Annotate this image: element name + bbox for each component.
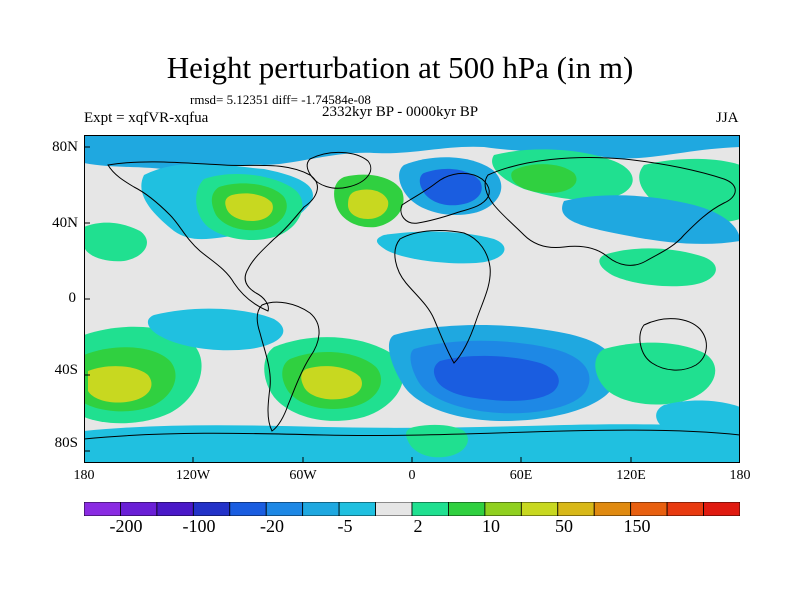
lon-label: 180 <box>73 468 95 483</box>
coast-africa <box>394 230 491 364</box>
lon-label: 180 <box>729 468 751 483</box>
axis-ticks <box>84 146 632 463</box>
colorbar-swatch <box>229 502 267 516</box>
colorbar-label: 2 <box>413 516 423 536</box>
contour-asia-negative <box>562 195 740 244</box>
lat-label: 80N <box>52 139 78 155</box>
colorbar-swatch <box>703 502 740 516</box>
colorbar-label: -20 <box>260 516 284 536</box>
coast-south-america <box>256 301 320 432</box>
page-title: Height perturbation at 500 hPa (in m) <box>166 50 634 85</box>
colorbar-swatch <box>84 502 121 516</box>
coast-australia <box>639 318 707 371</box>
contour-atlantic-core <box>348 189 389 219</box>
contour-asia-core <box>511 164 577 193</box>
experiment-label: Expt = xqfVR-xqfua <box>84 110 209 126</box>
coast-asia <box>484 157 736 266</box>
coast-antarctica <box>84 429 740 440</box>
colorbar-swatch <box>302 502 340 516</box>
contour-south-negative-core <box>433 355 559 401</box>
colorbar-label: -5 <box>337 516 353 536</box>
contour-south-pacific-core <box>88 366 152 403</box>
contour-na-core <box>225 193 273 221</box>
colorbar-swatch <box>338 502 376 516</box>
colorbar-swatch <box>666 502 704 516</box>
colorbar <box>84 502 740 516</box>
contour-tropical-positive <box>84 222 147 262</box>
lon-label: 60E <box>509 468 533 483</box>
colorbar-swatch <box>448 502 486 516</box>
colorbar-swatch <box>375 502 413 516</box>
colorbar-swatch <box>265 502 304 516</box>
lat-label: 0 <box>68 290 77 306</box>
colorbar-swatch <box>156 502 194 516</box>
contour-field <box>84 135 740 463</box>
stats-line: rmsd= 5.12351 diff= -1.74584e-08 <box>190 92 371 107</box>
contour-south-band-negative <box>147 308 284 351</box>
colorbar-label: -200 <box>109 516 143 536</box>
lat-label: 40N <box>52 215 78 231</box>
season-label: JJA <box>716 110 739 126</box>
coastlines <box>84 151 740 440</box>
contour-asia-negative-2 <box>376 231 505 264</box>
colorbar-swatch <box>192 502 231 516</box>
colorbar-swatch <box>593 502 632 516</box>
colorbar-swatch <box>411 502 449 516</box>
colorbar-swatch <box>484 502 522 516</box>
contour-europe-strong <box>419 168 482 206</box>
colorbar-label: 10 <box>482 516 500 536</box>
period-label: 2332kyr BP - 0000kyr BP <box>322 104 479 120</box>
colorbar-label: -100 <box>182 516 216 536</box>
colorbar-swatch <box>630 502 668 516</box>
contour-arctic-negative <box>84 135 740 172</box>
lon-label: 60W <box>289 468 317 483</box>
lon-label: 120E <box>616 468 646 483</box>
lon-label: 120W <box>175 468 211 483</box>
colorbar-label: 50 <box>555 516 573 536</box>
colorbar-swatch <box>120 502 158 516</box>
coast-europe <box>400 172 490 224</box>
map-panel <box>84 135 740 463</box>
contour-south-indian-positive <box>595 342 716 405</box>
lat-label: 40S <box>54 362 78 378</box>
lat-label: 80S <box>54 435 78 451</box>
coast-north-america <box>107 161 318 312</box>
lon-label: 0 <box>408 468 416 483</box>
contour-antarctic-green <box>406 424 468 458</box>
contour-south-atlantic-core <box>301 366 362 400</box>
colorbar-label: 150 <box>623 516 651 536</box>
coast-greenland <box>306 151 372 189</box>
contour-tropical-positive-east <box>599 248 716 287</box>
colorbar-swatch <box>557 502 595 516</box>
colorbar-swatch <box>520 502 559 516</box>
